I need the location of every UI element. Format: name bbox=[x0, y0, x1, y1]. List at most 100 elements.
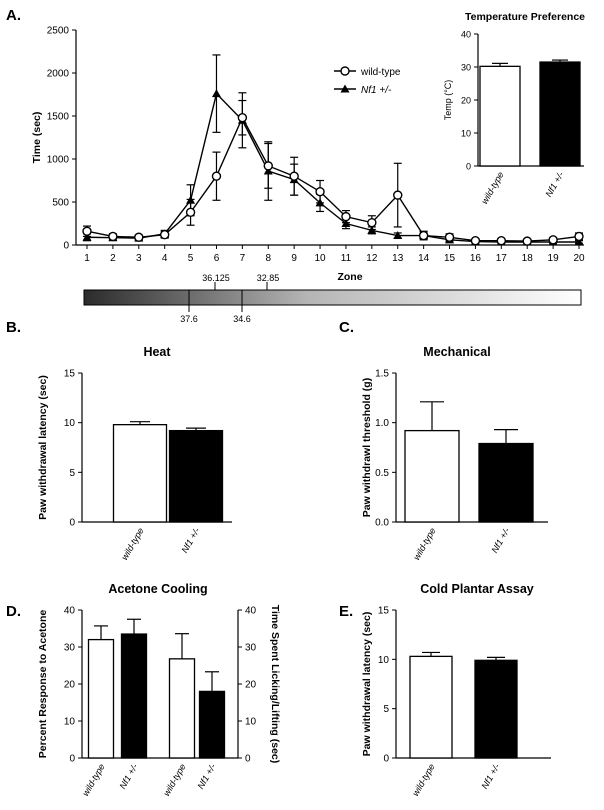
data-point-wild-type bbox=[367, 217, 377, 228]
y-tick-label: 0.0 bbox=[375, 518, 389, 529]
y-tick-label: 30 bbox=[461, 63, 471, 73]
data-point-wild-type bbox=[159, 229, 170, 240]
data-point-wild-type bbox=[522, 236, 532, 246]
y-tick-label-right: 10 bbox=[245, 717, 257, 728]
category-label-nf1: Nf1 +/- bbox=[195, 762, 217, 791]
x-tick-label: 9 bbox=[291, 253, 297, 264]
bar-wild-type bbox=[168, 658, 196, 759]
y-tick-label: 15 bbox=[64, 369, 76, 380]
category-label-wild-type: wild-type bbox=[119, 526, 145, 562]
x-tick-label: 7 bbox=[240, 253, 246, 264]
category-label-nf1: Nf1 +/- bbox=[179, 526, 201, 555]
chart-title: Acetone Cooling bbox=[108, 582, 207, 596]
data-point-wild-type bbox=[134, 232, 144, 242]
legend-label-wild-type: wild-type bbox=[360, 67, 401, 78]
x-tick-label: 20 bbox=[573, 253, 585, 264]
y-axis-label: Paw withdrawal latency (sec) bbox=[361, 612, 373, 757]
y-tick-label: 2000 bbox=[47, 69, 70, 80]
bar-nf1 bbox=[539, 61, 581, 167]
temperature-gradient: 36.125 32.85 37.6 34.6 bbox=[83, 273, 582, 324]
y-tick-label-right: 0 bbox=[245, 754, 251, 765]
gradient-bar bbox=[83, 289, 582, 306]
bar-wild-type bbox=[112, 424, 168, 523]
y-tick-label: 0 bbox=[63, 241, 69, 252]
data-point-nf1 bbox=[367, 225, 377, 234]
x-tick-label: 15 bbox=[444, 253, 456, 264]
category-label-wild-type: wild-type bbox=[410, 762, 436, 798]
bar-wild-type bbox=[409, 655, 453, 759]
chart-title: Mechanical bbox=[423, 345, 490, 359]
y-tick-label: 0 bbox=[69, 518, 75, 529]
x-tick-label: 4 bbox=[162, 253, 168, 264]
y-tick-label: 40 bbox=[64, 606, 76, 617]
data-point-wild-type bbox=[263, 161, 273, 171]
data-point-wild-type bbox=[470, 235, 481, 246]
category-label-nf1: Nf1 +/- bbox=[479, 762, 501, 791]
chart-temperature-preference: 0 10 20 30 40 Temp (°C) Temperature Preference… bbox=[443, 11, 585, 206]
data-point-nf1 bbox=[211, 89, 221, 98]
chart-acetone-cooling: 0 10 20 30 40 0 10 20 30 40 Time Spent Licking/Lif… bbox=[37, 582, 281, 798]
bar-nf1 bbox=[474, 659, 518, 759]
data-point-wild-type bbox=[315, 186, 325, 197]
x-tick-label: 17 bbox=[496, 253, 508, 264]
y-axis-label-right: Time Spent Licking/Lifting (sec) bbox=[269, 605, 281, 764]
bar-nf1 bbox=[120, 633, 148, 759]
y-axis-label: Paw withdrawl threshold (g) bbox=[361, 378, 373, 517]
bar-nf1 bbox=[168, 429, 224, 523]
category-label-wild-type: wild-type bbox=[411, 526, 437, 562]
y-tick-label: 500 bbox=[52, 198, 69, 209]
bar-wild-type bbox=[87, 638, 115, 759]
gradient-label-lower-2: 34.6 bbox=[233, 314, 251, 324]
y-tick-label: 0 bbox=[69, 754, 75, 765]
legend-marker-wild-type bbox=[340, 66, 350, 76]
chart-cold-plantar: 0 5 10 15 Paw withdrawal latency (sec) Cold P… bbox=[361, 582, 551, 798]
x-tick-label: 10 bbox=[314, 253, 326, 264]
y-tick-label: 40 bbox=[461, 30, 471, 40]
x-tick-label: 2 bbox=[110, 253, 116, 264]
legend-marker-nf1 bbox=[340, 84, 350, 93]
x-tick-label: 11 bbox=[341, 253, 352, 264]
y-tick-label: 2500 bbox=[47, 26, 70, 37]
y-axis-label: Temp (°C) bbox=[443, 80, 453, 121]
data-point-wild-type bbox=[393, 190, 403, 200]
panel-label-a: A. bbox=[6, 7, 21, 24]
y-tick-label: 10 bbox=[64, 418, 76, 429]
x-tick-label: 13 bbox=[392, 253, 404, 264]
y-tick-label: 15 bbox=[378, 606, 390, 617]
y-tick-label: 1000 bbox=[47, 155, 70, 166]
panel-label-b: B. bbox=[6, 319, 21, 336]
x-tick-label: 3 bbox=[136, 253, 142, 264]
gradient-label-lower-1: 37.6 bbox=[180, 314, 198, 324]
data-point-wild-type bbox=[496, 235, 507, 246]
data-point-wild-type bbox=[211, 171, 222, 181]
chart-heat: 0 5 10 15 Paw withdrawal latency (sec) Heat wi… bbox=[37, 345, 232, 562]
y-tick-label-right: 30 bbox=[245, 643, 257, 654]
x-tick-label: 12 bbox=[366, 253, 378, 264]
y-axis-label: Percent Response to Acetone bbox=[37, 610, 49, 759]
data-point-wild-type bbox=[108, 231, 118, 242]
category-label-wild-type: wild-type bbox=[80, 762, 106, 798]
data-point-nf1 bbox=[82, 232, 92, 241]
y-tick-label: 5 bbox=[69, 468, 75, 479]
y-tick-label: 10 bbox=[378, 655, 390, 666]
data-point-wild-type bbox=[237, 113, 248, 123]
x-tick-label: 1 bbox=[84, 253, 90, 264]
data-point-wild-type bbox=[574, 231, 584, 242]
x-tick-label: 19 bbox=[548, 253, 560, 264]
y-tick-label: 0.5 bbox=[375, 468, 389, 479]
category-label-wild-type: wild-type bbox=[479, 170, 505, 206]
bar-nf1 bbox=[478, 442, 534, 523]
x-tick-label: 5 bbox=[188, 253, 194, 264]
y-tick-label-right: 40 bbox=[245, 606, 257, 617]
data-point-nf1 bbox=[341, 219, 351, 227]
bar-wild-type bbox=[404, 429, 460, 523]
data-point-wild-type bbox=[341, 211, 351, 222]
data-point-nf1 bbox=[574, 237, 584, 246]
y-axis-label: Time (sec) bbox=[31, 112, 43, 164]
panel-label-d: D. bbox=[6, 603, 21, 620]
data-point-wild-type bbox=[444, 232, 455, 242]
y-tick-label: 0 bbox=[466, 162, 471, 172]
data-point-wild-type bbox=[418, 230, 429, 241]
